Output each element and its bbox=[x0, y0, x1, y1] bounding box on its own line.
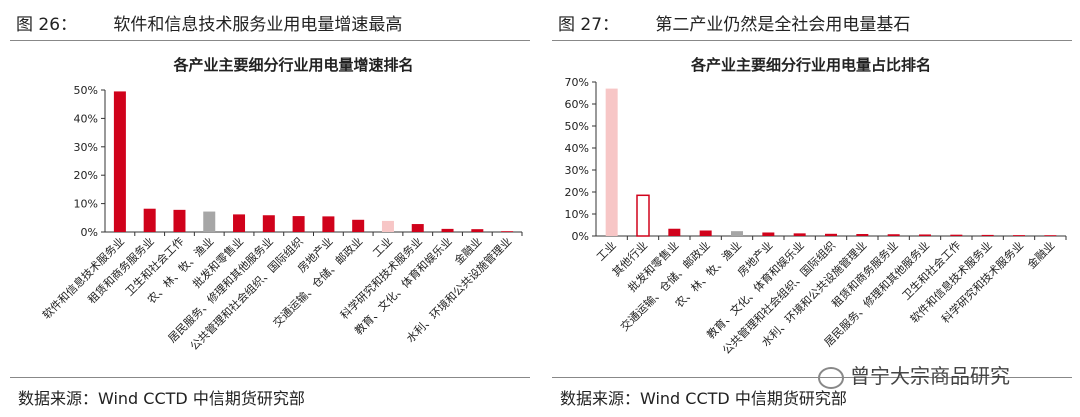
y-tick-label: 30% bbox=[565, 164, 589, 177]
bar bbox=[381, 220, 394, 232]
bar bbox=[411, 224, 424, 232]
bar bbox=[233, 214, 246, 232]
figure-number: 图 26： bbox=[16, 15, 78, 35]
bar bbox=[668, 228, 681, 236]
bar bbox=[887, 234, 900, 236]
y-tick-label: 20% bbox=[565, 186, 589, 199]
y-tick-label: 40% bbox=[74, 112, 98, 125]
y-tick-label: 0% bbox=[572, 230, 589, 243]
bar bbox=[731, 231, 743, 236]
bar bbox=[699, 230, 712, 236]
x-tick-label: 工业 bbox=[594, 239, 619, 264]
bar bbox=[919, 234, 931, 236]
y-tick-label: 10% bbox=[565, 208, 589, 221]
y-tick-label: 20% bbox=[74, 169, 98, 182]
x-tick-label: 工业 bbox=[370, 235, 395, 260]
y-tick-label: 0% bbox=[81, 226, 98, 239]
chart-growth-ranking: 各产业主要细分行业用电量增速排名0%10%20%30%40%50%软件和信息技术… bbox=[39, 56, 523, 353]
figure-heading: 图 26： 软件和信息技术服务业用电量增速最高 bbox=[16, 10, 402, 35]
data-source: 数据来源：Wind CCTD 中信期货研究部 bbox=[18, 389, 305, 408]
bar bbox=[1044, 235, 1057, 236]
bar bbox=[1013, 235, 1025, 236]
watermark-text: 曾宁大宗商品研究 bbox=[850, 364, 1010, 388]
bar bbox=[322, 216, 335, 232]
y-tick-label: 50% bbox=[565, 120, 589, 133]
bar bbox=[441, 228, 454, 232]
figure-panel-26: 图 26： 软件和信息技术服务业用电量增速最高 各产业主要细分行业用电量增速排名… bbox=[10, 0, 530, 417]
bar bbox=[471, 229, 484, 232]
y-tick-label: 50% bbox=[74, 84, 98, 97]
bar bbox=[173, 209, 186, 232]
data-source: 数据来源：Wind CCTD 中信期货研究部 bbox=[560, 389, 847, 408]
bar bbox=[143, 208, 156, 232]
top-rule bbox=[552, 40, 1072, 41]
figure-title: 软件和信息技术服务业用电量增速最高 bbox=[113, 15, 403, 35]
bar bbox=[856, 234, 869, 236]
bar bbox=[981, 234, 994, 236]
figure-heading: 图 27： 第二产业仍然是全社会用电量基石 bbox=[558, 10, 910, 35]
bar bbox=[292, 216, 305, 232]
chart-title: 各产业主要细分行业用电量占比排名 bbox=[690, 56, 931, 74]
bottom-rule bbox=[10, 377, 530, 378]
figure-panel-27: 图 27： 第二产业仍然是全社会用电量基石 各产业主要细分行业用电量占比排名 0%… bbox=[552, 0, 1072, 417]
bar bbox=[352, 219, 365, 232]
chart-title: 各产业主要细分行业用电量增速排名 bbox=[172, 56, 413, 74]
bottom-rule bbox=[552, 377, 1072, 378]
y-tick-label: 70% bbox=[565, 76, 589, 89]
figure-title: 第二产业仍然是全社会用电量基石 bbox=[655, 15, 911, 35]
y-tick-label: 10% bbox=[74, 198, 98, 211]
x-tick-label: 金融业 bbox=[1024, 238, 1057, 271]
y-tick-label: 40% bbox=[565, 142, 589, 155]
top-rule bbox=[10, 40, 530, 41]
wechat-icon bbox=[818, 366, 844, 389]
y-tick-label: 60% bbox=[565, 98, 589, 111]
bar bbox=[793, 233, 806, 236]
bar bbox=[825, 233, 837, 236]
bar bbox=[605, 88, 618, 236]
bar bbox=[113, 91, 126, 232]
figure-number: 图 27： bbox=[558, 15, 620, 35]
chart-share-ranking: 各产业主要细分行业用电量占比排名 0% 10% 20% 30% 40% 50% 60% 70% 工… bbox=[565, 56, 1067, 357]
x-tick-label: 公共管理和社会组织、国际组织 bbox=[719, 238, 838, 357]
y-tick-label: 30% bbox=[74, 141, 98, 154]
bar bbox=[762, 232, 775, 236]
watermark: 曾宁大宗商品研究 bbox=[818, 360, 1010, 389]
bar bbox=[501, 231, 514, 232]
bar bbox=[262, 215, 275, 232]
bar bbox=[203, 211, 216, 232]
bar bbox=[636, 194, 650, 237]
bar bbox=[950, 234, 963, 236]
